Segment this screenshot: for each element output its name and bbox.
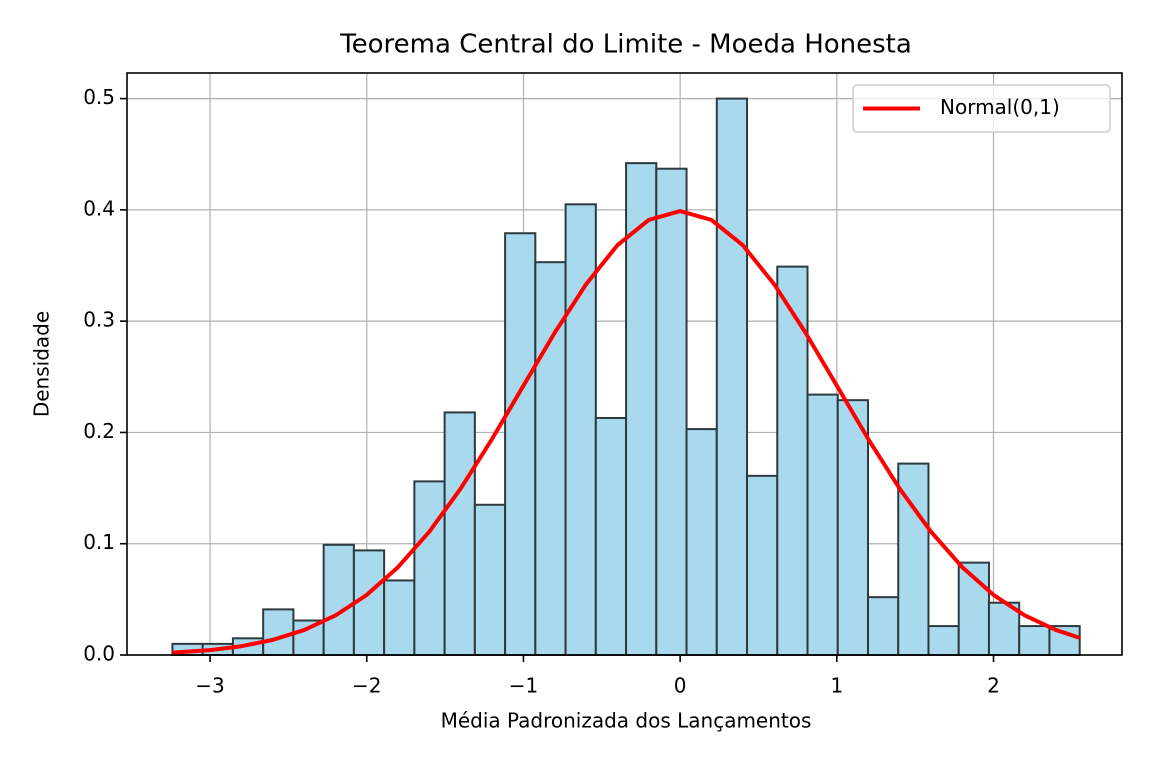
bar <box>776 265 809 656</box>
bar <box>715 97 749 656</box>
bar <box>836 399 870 656</box>
bar <box>806 393 839 656</box>
bar <box>867 596 900 657</box>
axes-frame <box>126 72 1123 656</box>
x-tick-label: 0 <box>674 674 687 698</box>
bar <box>927 625 960 656</box>
legend-box <box>852 84 1111 133</box>
bar <box>292 619 325 656</box>
bar <box>1018 625 1051 656</box>
bar <box>685 428 718 656</box>
x-axis-label: Média Padronizada dos Lançamentos <box>441 709 812 733</box>
bar <box>322 543 355 656</box>
line <box>172 209 1081 655</box>
y-tick-label: 0.2 <box>83 419 115 443</box>
y-tick-label: 0.0 <box>83 642 115 666</box>
x-tick-label: −3 <box>195 674 224 698</box>
bar <box>443 411 476 656</box>
bar <box>504 232 537 656</box>
y-tick-label: 0.3 <box>83 308 115 332</box>
bar <box>473 503 507 657</box>
x-tick-label: 1 <box>830 674 843 698</box>
bar <box>534 261 567 656</box>
bar <box>564 203 597 656</box>
y-tick-label: 0.4 <box>83 196 115 220</box>
x-tick-label: −1 <box>509 674 538 698</box>
x-tick-label: −2 <box>352 674 381 698</box>
x-tick-label: 2 <box>987 674 1000 698</box>
bar <box>594 416 628 656</box>
y-axis-label: Densidade <box>30 311 54 417</box>
bar <box>746 474 779 656</box>
bar <box>262 608 295 656</box>
bar <box>383 579 416 657</box>
y-tick-label: 0.1 <box>83 530 115 554</box>
bar <box>413 480 446 656</box>
bar <box>655 167 688 656</box>
y-tick-label: 0.5 <box>83 85 115 109</box>
chart-title: Teorema Central do Limite - Moeda Honest… <box>339 30 912 60</box>
legend-label: Normal(0,1) <box>940 95 1060 119</box>
